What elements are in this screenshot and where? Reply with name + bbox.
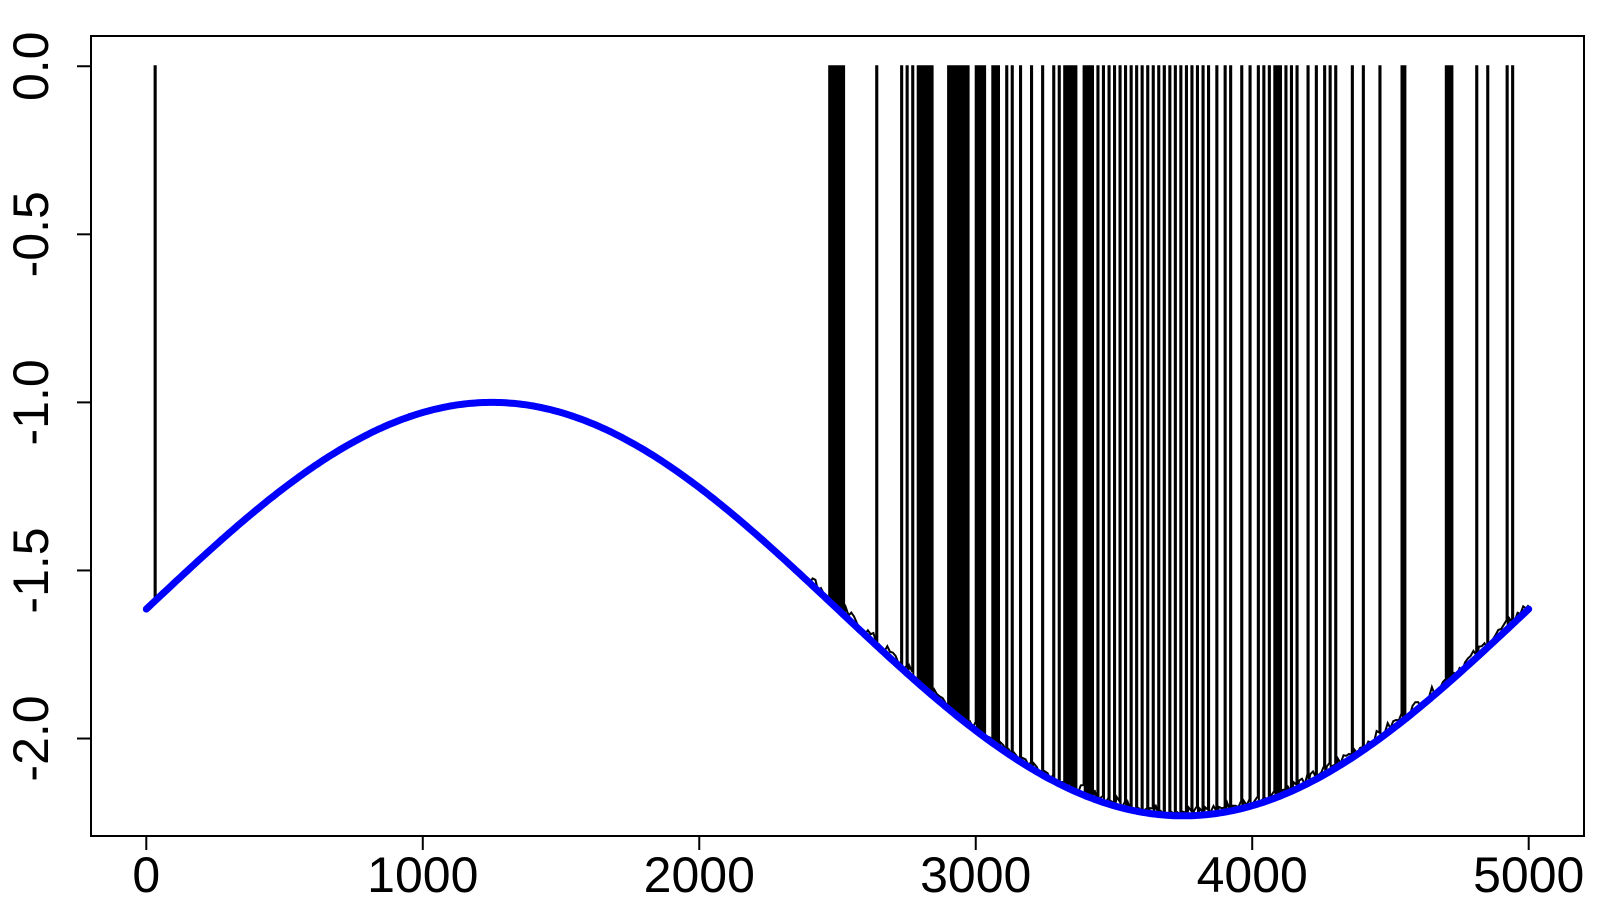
x-tick-label: 3000 (920, 847, 1031, 900)
y-tick-label: 0.0 (3, 32, 59, 102)
x-tick-label: 5000 (1473, 847, 1584, 900)
x-tick-label: 2000 (644, 847, 755, 900)
y-tick-label: -2.0 (3, 695, 59, 781)
y-tick-label: -0.5 (3, 191, 59, 277)
y-axis: -2.0 -1.5 -1.0 -0.5 0.0 (3, 32, 92, 782)
x-tick-label: 1000 (367, 847, 478, 900)
x-axis: 0 1000 2000 3000 4000 5000 (132, 835, 1584, 900)
x-tick-label: 0 (132, 847, 160, 900)
series-fitted (142, 398, 1533, 820)
y-tick-label: -1.5 (3, 527, 59, 613)
y-tick-label: -1.0 (3, 359, 59, 445)
x-tick-label: 4000 (1197, 847, 1308, 900)
series-layer (142, 65, 1533, 820)
